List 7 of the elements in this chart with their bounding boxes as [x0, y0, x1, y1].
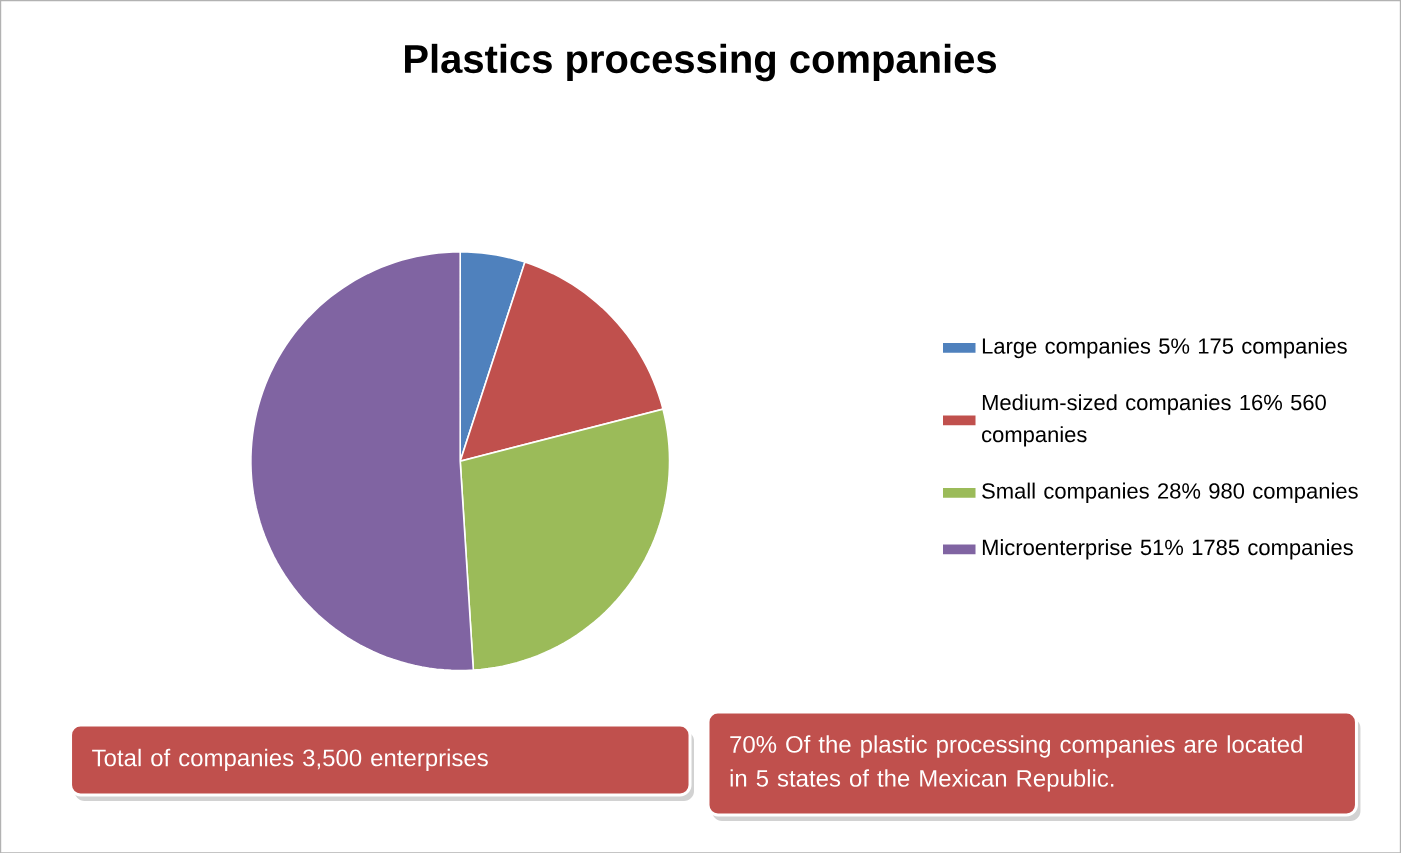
text: 70% Of the plastic processing companies are located in 5 states of the Mexican Republic. [730, 735, 1302, 792]
text: Total of companies 3,500 enterprises [92, 748, 488, 771]
chart-title: Plastics processing companies [405, 43, 996, 82]
legend-label: Small companies 28% 980 companies [982, 482, 1358, 503]
legend-label: Large companies 5% 175 companies [982, 337, 1347, 358]
legend-label: Medium-sized companies 16% 560 companies [982, 393, 1326, 447]
legend-label: Microenterprise 51% 1785 companies [982, 538, 1353, 560]
